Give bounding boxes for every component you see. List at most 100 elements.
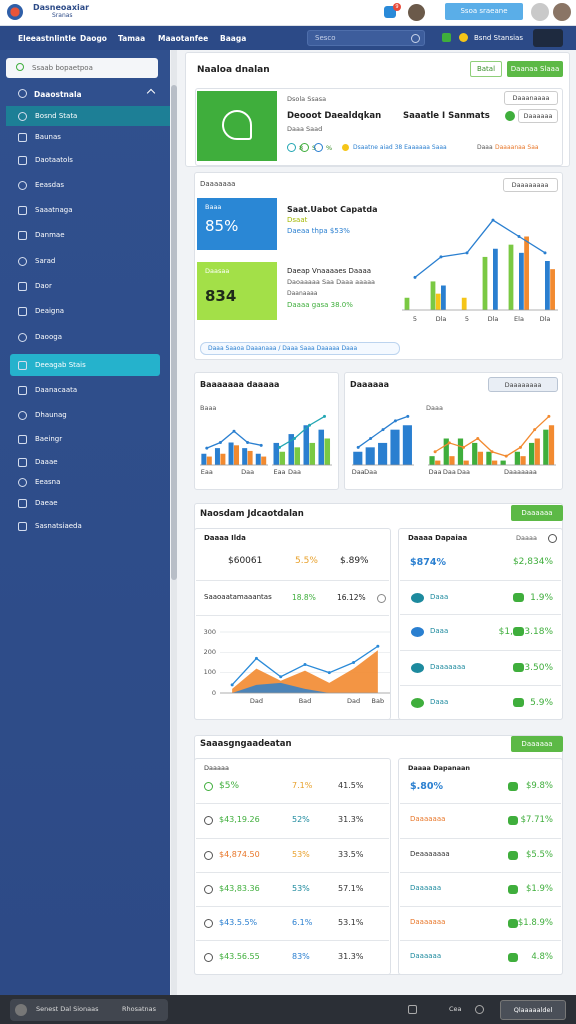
x-tick-label: Daa — [428, 468, 442, 476]
row-icon — [411, 698, 424, 708]
sidebar-item[interactable]: Dhaunag — [35, 410, 67, 419]
avatar[interactable] — [531, 3, 549, 21]
line-point — [218, 441, 222, 444]
sidebar-active[interactable] — [10, 354, 160, 376]
bar — [303, 425, 310, 465]
tile-value: 834 — [205, 287, 237, 305]
bottom-button[interactable] — [500, 1000, 566, 1020]
sidebar-item[interactable]: Eeasdas — [35, 180, 65, 189]
sidebar-item[interactable]: Saaatnaga — [35, 205, 73, 214]
sidebar-search[interactable] — [6, 58, 158, 78]
cell: Saaoaatamaaantas — [204, 593, 272, 601]
badge — [393, 3, 401, 11]
divider — [400, 685, 561, 686]
sidebar-item[interactable]: Deeagab Stais — [35, 360, 86, 369]
button-label[interactable]: Daanaa Slaaa — [510, 64, 560, 73]
line-point — [254, 656, 258, 660]
link[interactable]: Daaa Saaoa Daaanaaa / Daaa Saaa Daaaaa D… — [208, 344, 358, 352]
sidebar-item[interactable]: Baunas — [35, 132, 61, 141]
search-box[interactable] — [307, 30, 425, 46]
icon — [18, 282, 27, 291]
x-tick-label: Eaa — [200, 468, 213, 476]
button[interactable] — [488, 377, 558, 392]
bottom-button-label[interactable]: Qlaaaaaldel — [513, 1005, 553, 1014]
nav-item[interactable]: Tamaa — [118, 34, 146, 43]
sidebar-item[interactable]: Daanacaata — [35, 385, 78, 394]
text: Saat.Uabot Capatda — [287, 205, 378, 214]
icon — [18, 206, 27, 215]
nav-bar — [0, 26, 576, 50]
sidebar-item[interactable]: Deaigna — [35, 306, 65, 315]
button[interactable] — [511, 505, 563, 521]
cell: 83% — [292, 952, 310, 961]
profile-link[interactable]: Daaa — [477, 144, 493, 151]
top-button[interactable] — [445, 3, 523, 20]
bar — [524, 236, 529, 310]
profile-link[interactable]: Daaaanaa Saa — [495, 144, 539, 151]
nav-item[interactable]: Baaga — [220, 34, 247, 43]
tool[interactable]: Rhosatnas — [122, 1005, 157, 1013]
bar — [534, 438, 540, 465]
bar — [309, 442, 316, 465]
x-tick-label: Eaa — [273, 468, 286, 476]
avatar[interactable] — [553, 3, 571, 21]
divider — [196, 906, 389, 907]
line-point — [356, 445, 360, 449]
sidebar-item[interactable]: Eeasna — [35, 477, 61, 486]
status-pill[interactable] — [10, 999, 168, 1021]
top-button-label[interactable]: Ssoa sraeane — [460, 7, 508, 15]
y-tick-label: 100 — [203, 668, 216, 677]
sidebar-item[interactable]: Bosnd Stata — [35, 111, 78, 120]
sidebar-item[interactable]: Daeae — [35, 498, 58, 507]
button-label[interactable]: Daaaaaaaa — [504, 380, 542, 389]
scroll-thumb[interactable] — [171, 85, 177, 580]
badge-count: 9 — [395, 3, 399, 10]
link-pill[interactable] — [200, 342, 400, 355]
cell: 5.5% — [295, 556, 318, 566]
sidebar-item[interactable]: Daooga — [35, 332, 62, 341]
button-label[interactable]: Daaaaaa — [521, 508, 553, 517]
sidebar-item[interactable]: Sarad — [35, 256, 56, 265]
nav-tool[interactable] — [533, 29, 563, 47]
sidebar-item[interactable]: Daotaatols — [35, 155, 73, 164]
button-label[interactable]: Daaaaaaaa — [511, 181, 549, 189]
line-point — [259, 443, 263, 447]
cell: 53.1% — [338, 918, 364, 927]
button[interactable] — [507, 61, 563, 77]
nav-item[interactable]: Maaotanfee — [158, 34, 209, 43]
button[interactable] — [511, 736, 563, 752]
nav-item[interactable]: Daogo — [80, 34, 107, 43]
row-icon — [411, 627, 424, 637]
divider — [400, 906, 561, 907]
y-tick-label: 200 — [203, 647, 216, 656]
sidebar-item[interactable]: Danmae — [35, 230, 65, 239]
icon — [18, 386, 27, 395]
cell: Daaaaaaa — [410, 918, 446, 926]
profile-link[interactable]: Dsaatne aiad 38 Eaaaaaa Saaa — [353, 144, 447, 151]
cell: $874% — [410, 557, 446, 568]
line-point — [462, 445, 466, 449]
cell: 5.9% — [530, 697, 553, 708]
button[interactable] — [470, 61, 502, 77]
line-point — [246, 441, 250, 444]
stat: % — [326, 144, 333, 152]
sidebar-selected[interactable] — [6, 106, 170, 126]
line-point — [381, 428, 385, 432]
sidebar-item[interactable]: Baeingr — [35, 434, 63, 443]
value-icon — [508, 851, 518, 860]
avatar[interactable] — [408, 4, 425, 21]
button[interactable] — [503, 178, 558, 192]
nav-item[interactable]: Eleeastnlintle — [18, 34, 77, 43]
cell: $60061 — [228, 556, 263, 566]
bar — [519, 252, 524, 310]
icon — [204, 781, 213, 791]
tag-label: Daaanaaaa — [512, 94, 550, 102]
icon — [18, 478, 27, 487]
sidebar-item[interactable]: Sasnatsiaeda — [35, 521, 82, 530]
sidebar-item[interactable]: Daaae — [35, 457, 58, 466]
sidebar-item[interactable]: Daor — [35, 281, 52, 290]
x-tick-label: Daa — [351, 468, 365, 476]
button-label[interactable]: Daaaaaa — [521, 739, 553, 748]
button-label[interactable]: Batal — [476, 64, 496, 73]
bar — [390, 429, 400, 465]
